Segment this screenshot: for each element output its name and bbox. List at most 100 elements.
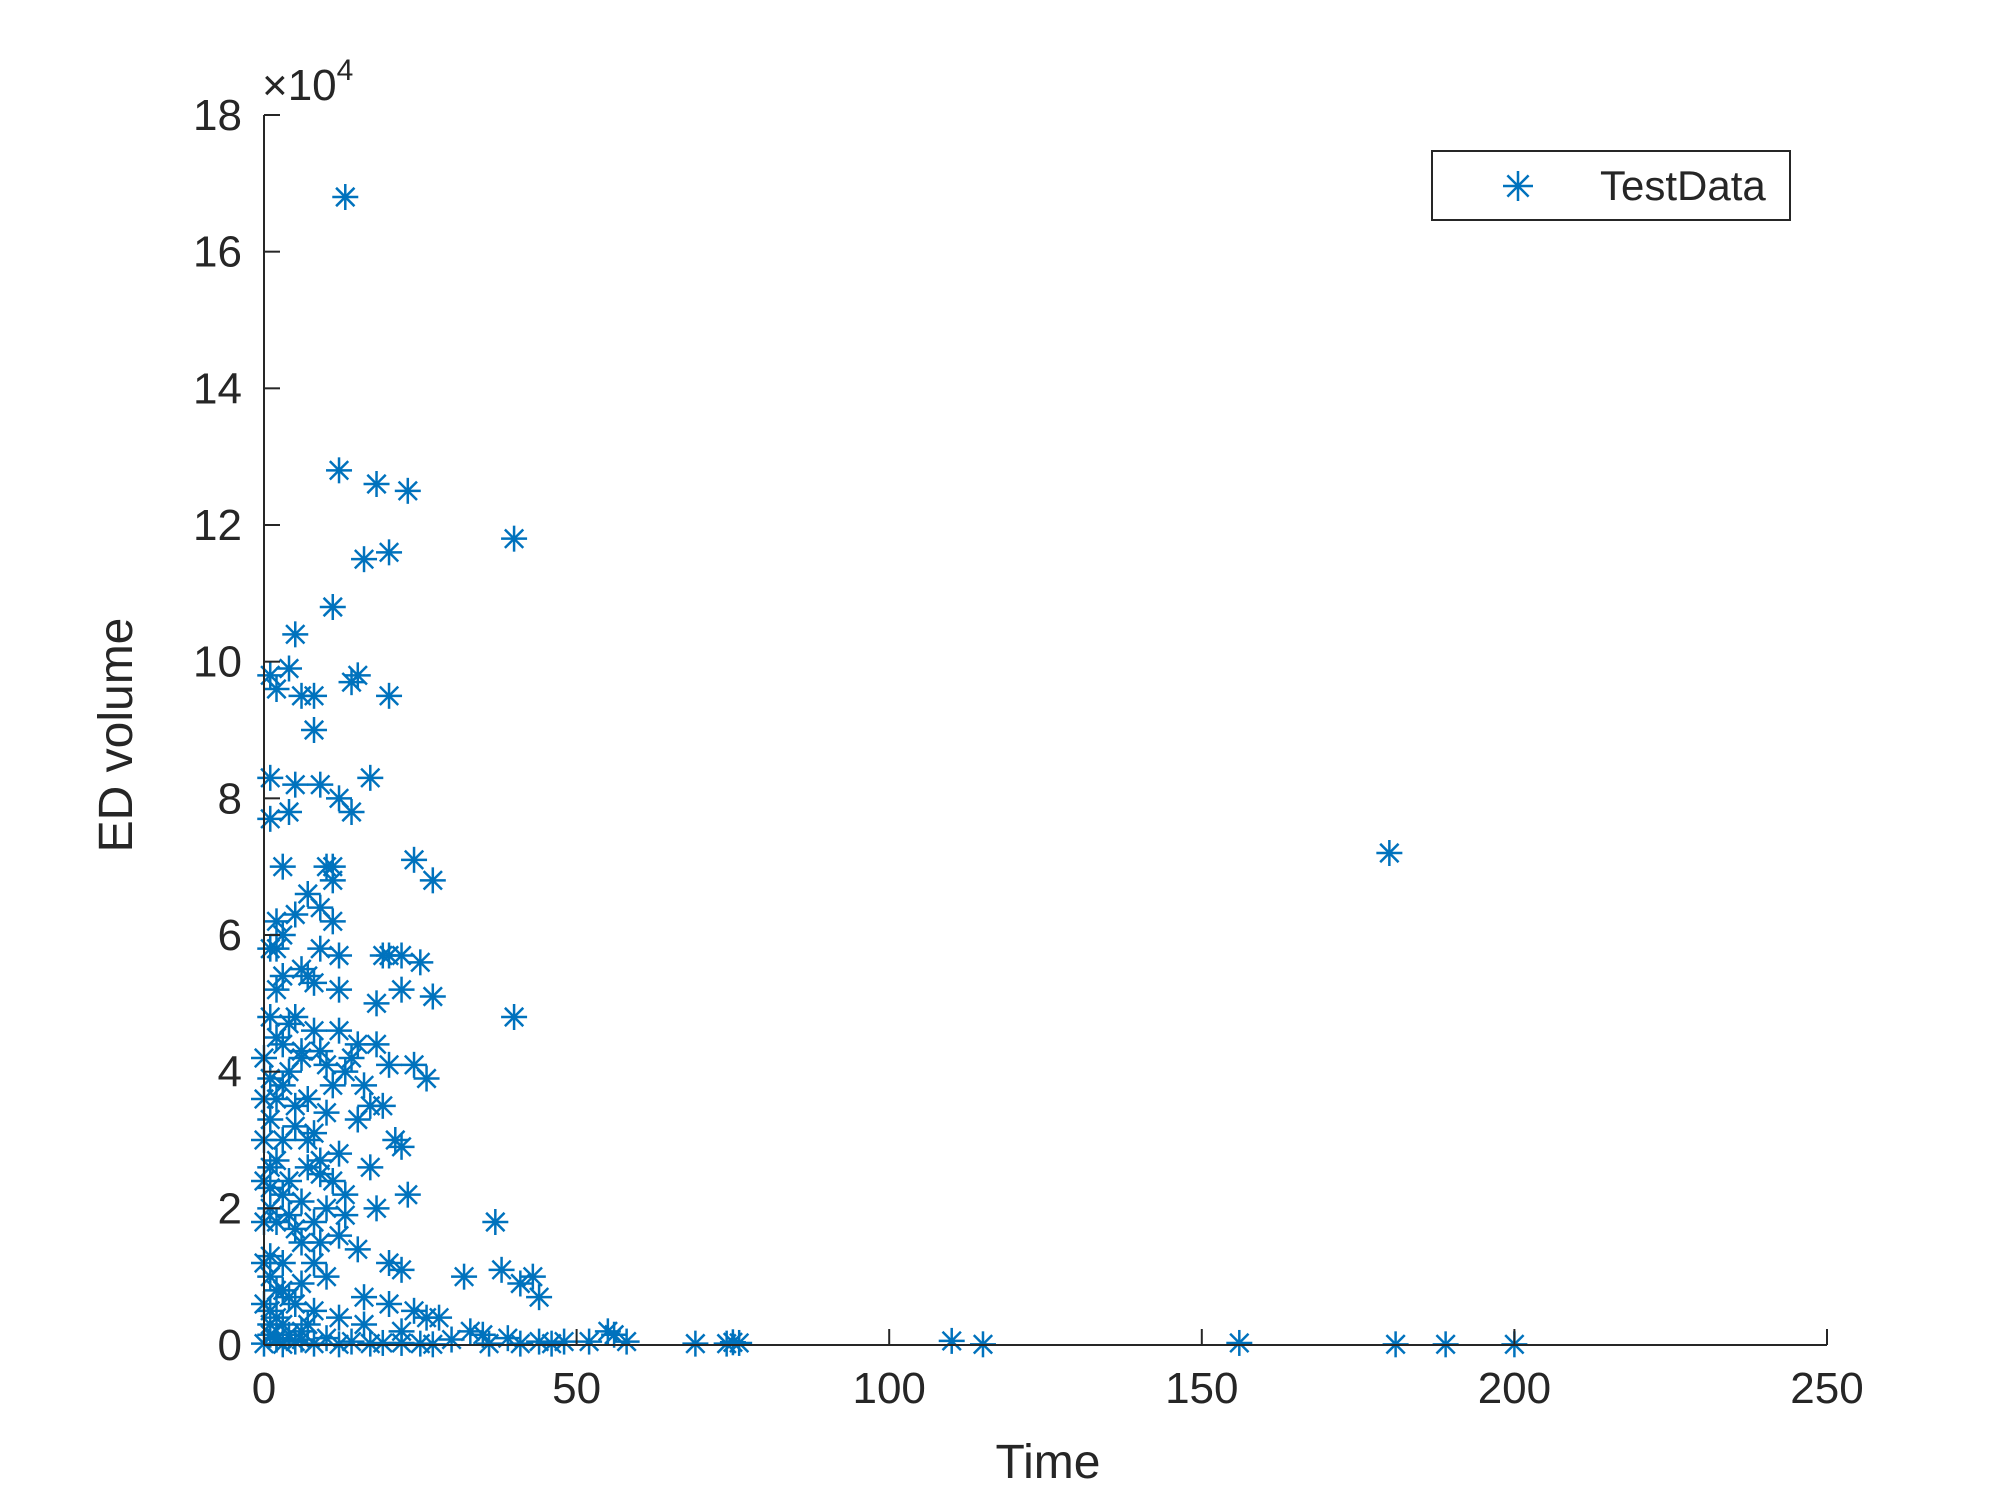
data-point	[319, 1168, 346, 1194]
y-tick-label: 10	[193, 638, 242, 687]
data-point	[269, 853, 296, 880]
data-point	[526, 1328, 553, 1355]
data-point	[438, 1326, 465, 1353]
y-tick-label: 0	[218, 1321, 242, 1370]
data-point	[344, 662, 371, 689]
data-point	[276, 655, 303, 682]
data-point	[488, 1256, 515, 1283]
data-point	[344, 1236, 371, 1263]
data-point	[301, 1250, 328, 1276]
data-point	[451, 1263, 478, 1290]
data-point	[376, 539, 403, 566]
svg-text:×104: ×104	[262, 54, 353, 110]
legend-box	[1431, 150, 1791, 221]
data-point	[338, 1328, 365, 1355]
data-point	[326, 976, 353, 1003]
data-point	[294, 1127, 321, 1153]
data-point	[407, 949, 434, 976]
data-point	[326, 1304, 353, 1331]
x-tick-label: 100	[852, 1364, 925, 1413]
data-point	[257, 1106, 284, 1133]
data-point	[388, 1133, 415, 1160]
data-point	[276, 1202, 303, 1229]
data-point	[294, 963, 321, 989]
data-point	[344, 1106, 371, 1133]
data-point	[282, 1092, 309, 1119]
data-point	[501, 1004, 528, 1030]
data-point	[307, 935, 334, 962]
y-exponent-power: 4	[337, 54, 354, 87]
data-point	[313, 1051, 340, 1078]
data-point	[276, 1010, 303, 1037]
y-tick-label: 4	[218, 1048, 242, 1097]
y-tick-label: 8	[218, 774, 242, 823]
data-point	[376, 1291, 403, 1317]
data-point	[682, 1330, 709, 1357]
data-point	[282, 621, 309, 648]
data-point	[263, 676, 290, 702]
data-point	[507, 1330, 534, 1357]
data-point	[276, 799, 303, 825]
data-point	[363, 1031, 390, 1058]
data-point	[1226, 1329, 1253, 1356]
data-point	[294, 1086, 321, 1112]
data-point	[351, 546, 378, 573]
data-point	[394, 477, 421, 504]
data-point	[376, 682, 403, 709]
data-point	[1376, 840, 1403, 866]
ticks: 0 50 100 150 200 250 0 2 4 6 8 10 12 14 16 18	[193, 91, 1864, 1413]
data-point	[394, 1181, 421, 1208]
data-point	[551, 1328, 578, 1355]
data-point	[351, 1072, 378, 1099]
data-point	[363, 471, 390, 497]
data-point	[351, 1311, 378, 1338]
legend-marker-asterisk	[1503, 171, 1533, 201]
data-point	[269, 1072, 296, 1099]
data-point	[613, 1328, 640, 1355]
data-point	[282, 1291, 309, 1317]
y-tick-label: 2	[218, 1184, 242, 1233]
data-point	[388, 1329, 415, 1356]
data-point	[326, 942, 353, 969]
data-point	[257, 1004, 284, 1030]
data-point	[388, 942, 415, 969]
data-point	[332, 184, 359, 210]
data-point	[301, 1209, 328, 1235]
data-point	[938, 1327, 965, 1354]
data-point	[526, 1284, 553, 1311]
axes	[263, 115, 1827, 1346]
data-point	[326, 1017, 353, 1044]
data-point	[388, 1256, 415, 1283]
data-point	[307, 1229, 334, 1256]
data-point	[301, 717, 328, 743]
data-point	[307, 1147, 334, 1174]
y-tick-label: 16	[193, 228, 242, 277]
data-point	[357, 1330, 384, 1357]
y-axis-label: ED volume	[90, 618, 143, 853]
data-point	[576, 1328, 603, 1355]
x-tick-label: 200	[1478, 1364, 1551, 1413]
data-point	[538, 1330, 565, 1357]
data-point	[307, 771, 334, 798]
data-point	[388, 976, 415, 1003]
data-point	[401, 846, 428, 873]
x-tick-label: 50	[552, 1364, 601, 1413]
data-point	[363, 1195, 390, 1222]
data-point	[419, 983, 446, 1010]
data-point	[263, 976, 290, 1003]
data-point	[332, 1202, 359, 1229]
y-tick-label: 14	[193, 364, 242, 413]
data-point	[307, 894, 334, 921]
data-point	[419, 867, 446, 894]
x-tick-label: 250	[1790, 1364, 1863, 1413]
data-point	[319, 867, 346, 894]
data-point	[288, 1038, 315, 1065]
data-point	[288, 1326, 315, 1353]
data-point	[426, 1304, 453, 1331]
x-tick-label: 150	[1165, 1364, 1238, 1413]
legend-marker-icon	[1503, 171, 1533, 201]
data-point	[338, 1045, 365, 1071]
data-point	[282, 771, 309, 798]
legend-entry-label: TestData	[1600, 162, 1766, 209]
